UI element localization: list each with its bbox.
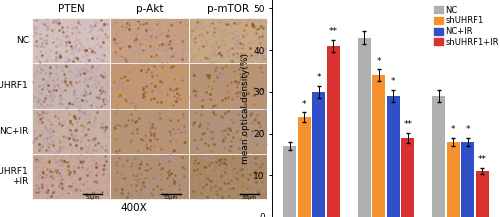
Bar bbox=[110, 18, 189, 63]
Text: p-Akt: p-Akt bbox=[136, 4, 164, 14]
Bar bbox=[110, 154, 189, 199]
Bar bbox=[462, 142, 474, 217]
Legend: NC, shUHRF1, NC+IR, shUHRF1+IR: NC, shUHRF1, NC+IR, shUHRF1+IR bbox=[432, 4, 500, 49]
Bar bbox=[387, 96, 400, 217]
Bar bbox=[372, 75, 386, 217]
Text: 50μm: 50μm bbox=[242, 195, 257, 200]
Bar bbox=[32, 108, 110, 154]
Text: 50μm: 50μm bbox=[164, 195, 178, 200]
Y-axis label: mean optical density(%): mean optical density(%) bbox=[242, 53, 250, 164]
Text: 400X: 400X bbox=[120, 203, 147, 213]
Bar bbox=[284, 146, 296, 217]
Bar bbox=[476, 171, 489, 217]
Bar bbox=[32, 154, 110, 199]
Bar bbox=[189, 63, 268, 108]
Text: *: * bbox=[316, 73, 321, 82]
Text: *: * bbox=[376, 56, 381, 66]
Text: PTEN: PTEN bbox=[58, 4, 84, 14]
Text: *: * bbox=[302, 100, 306, 108]
Bar bbox=[110, 63, 189, 108]
Text: *: * bbox=[391, 77, 396, 86]
Bar bbox=[298, 117, 311, 217]
Text: NC+IR: NC+IR bbox=[0, 127, 28, 136]
Bar bbox=[327, 46, 340, 217]
Bar bbox=[32, 18, 110, 63]
Bar bbox=[447, 142, 460, 217]
Text: shUHRF1
+IR: shUHRF1 +IR bbox=[0, 167, 28, 186]
Bar bbox=[312, 92, 326, 217]
Text: *: * bbox=[466, 125, 470, 134]
Text: **: ** bbox=[404, 120, 412, 129]
Text: NC: NC bbox=[16, 36, 28, 45]
Bar bbox=[189, 108, 268, 154]
Bar bbox=[32, 63, 110, 108]
Text: **: ** bbox=[329, 27, 338, 36]
Bar bbox=[189, 154, 268, 199]
Text: 50μm: 50μm bbox=[86, 195, 100, 200]
Bar bbox=[110, 108, 189, 154]
Bar bbox=[189, 18, 268, 63]
Text: p-mTOR: p-mTOR bbox=[207, 4, 249, 14]
Text: *: * bbox=[451, 125, 456, 134]
Text: **: ** bbox=[478, 155, 487, 164]
Bar bbox=[358, 38, 371, 217]
Bar bbox=[402, 138, 414, 217]
Bar bbox=[432, 96, 446, 217]
Text: shUHRF1: shUHRF1 bbox=[0, 81, 28, 90]
